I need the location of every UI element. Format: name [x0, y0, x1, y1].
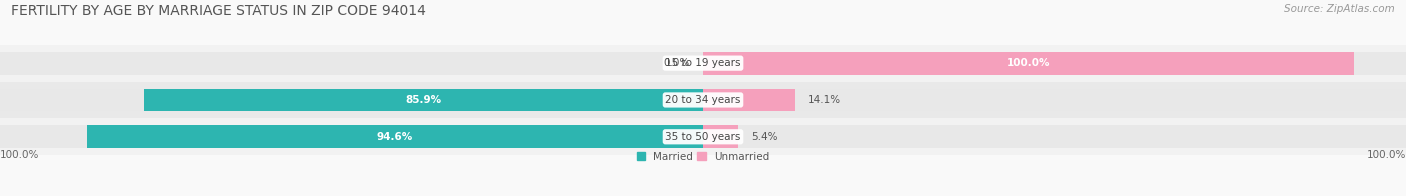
- Bar: [0, 118, 1406, 155]
- Text: 15 to 19 years: 15 to 19 years: [665, 58, 741, 68]
- Text: 100.0%: 100.0%: [0, 150, 39, 160]
- Bar: [703, 52, 1354, 74]
- Bar: [0, 89, 703, 111]
- Bar: [143, 89, 703, 111]
- Bar: [703, 125, 1406, 148]
- Text: 14.1%: 14.1%: [808, 95, 841, 105]
- Bar: [703, 89, 1406, 111]
- Bar: [703, 89, 794, 111]
- Text: 85.9%: 85.9%: [405, 95, 441, 105]
- Text: 5.4%: 5.4%: [751, 132, 778, 142]
- Bar: [0, 125, 703, 148]
- Bar: [0, 52, 703, 74]
- Text: 100.0%: 100.0%: [1007, 58, 1050, 68]
- Text: FERTILITY BY AGE BY MARRIAGE STATUS IN ZIP CODE 94014: FERTILITY BY AGE BY MARRIAGE STATUS IN Z…: [11, 4, 426, 18]
- Text: 35 to 50 years: 35 to 50 years: [665, 132, 741, 142]
- Text: Source: ZipAtlas.com: Source: ZipAtlas.com: [1284, 4, 1395, 14]
- Text: 100.0%: 100.0%: [1367, 150, 1406, 160]
- Bar: [87, 125, 703, 148]
- Text: 94.6%: 94.6%: [377, 132, 413, 142]
- Bar: [0, 45, 1406, 82]
- Text: 20 to 34 years: 20 to 34 years: [665, 95, 741, 105]
- Text: 0.0%: 0.0%: [664, 58, 690, 68]
- Bar: [0, 82, 1406, 118]
- Bar: [703, 52, 1406, 74]
- Legend: Married, Unmarried: Married, Unmarried: [637, 152, 769, 162]
- Bar: [703, 125, 738, 148]
